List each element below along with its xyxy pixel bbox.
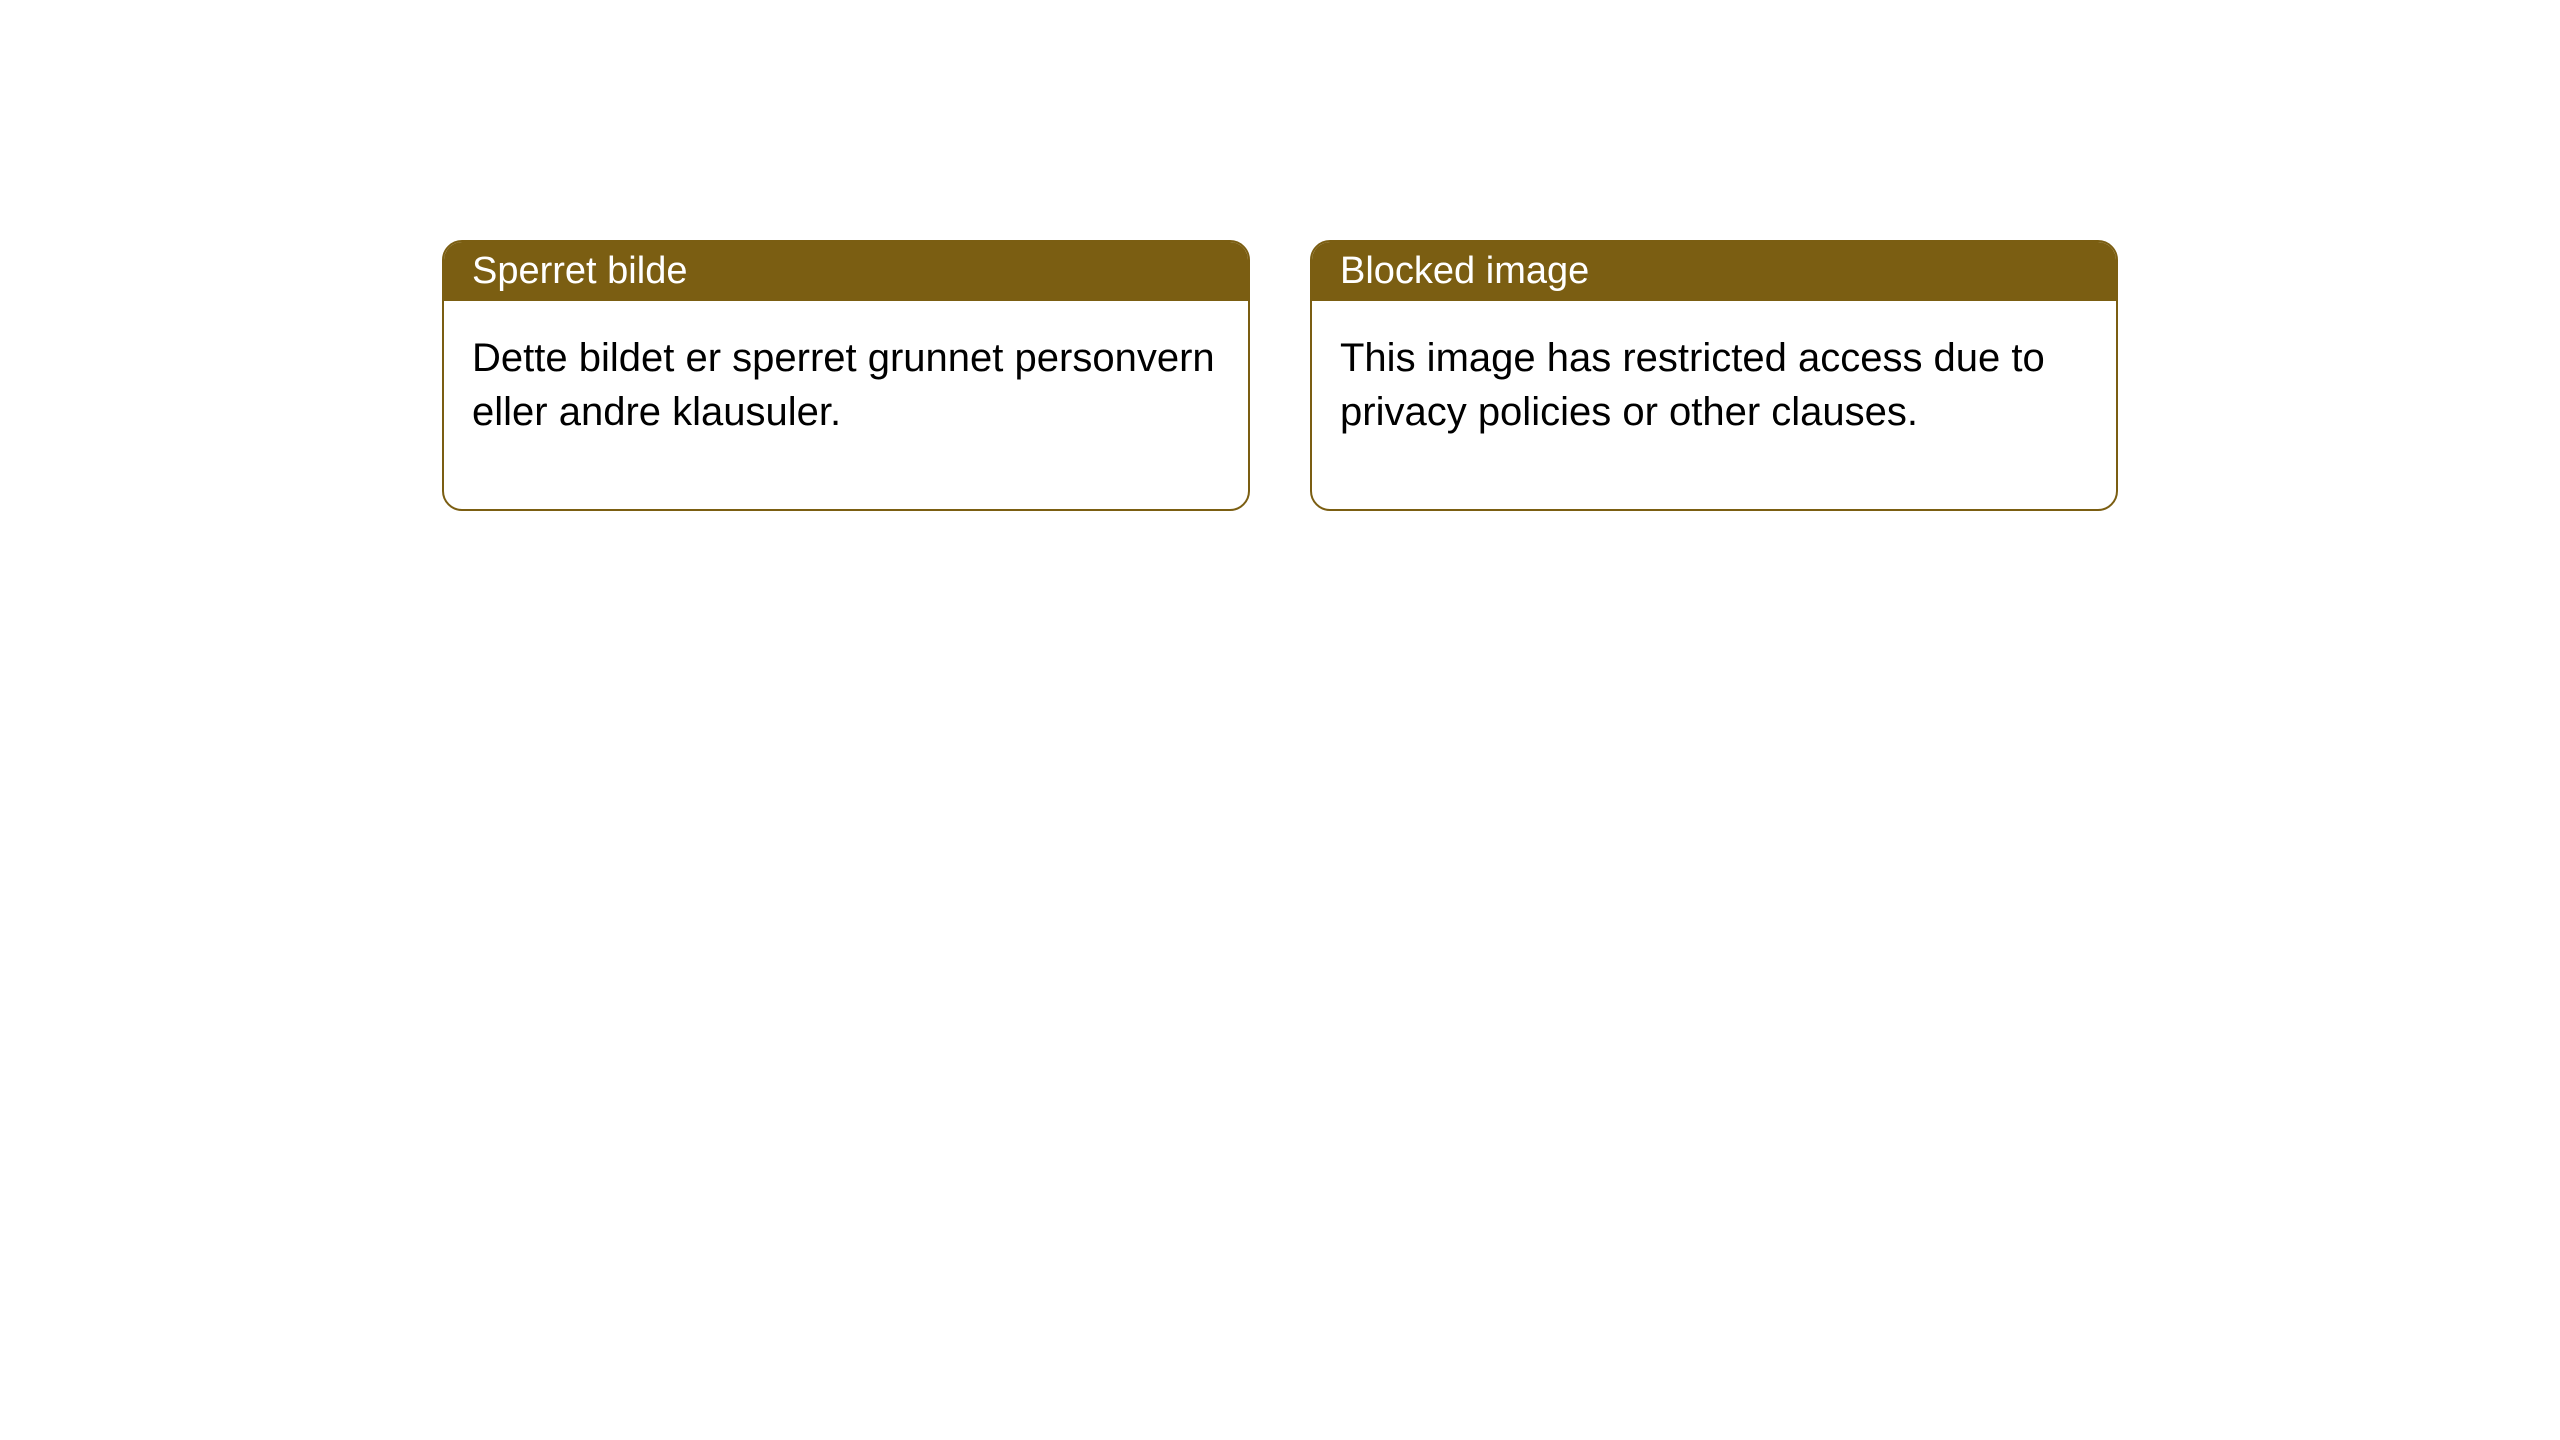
- card-header-english: Blocked image: [1312, 242, 2116, 301]
- card-header-norwegian: Sperret bilde: [444, 242, 1248, 301]
- blocked-image-card-english: Blocked image This image has restricted …: [1310, 240, 2118, 511]
- blocked-image-notices: Sperret bilde Dette bildet er sperret gr…: [442, 240, 2118, 511]
- card-body-english: This image has restricted access due to …: [1312, 301, 2116, 509]
- card-body-norwegian: Dette bildet er sperret grunnet personve…: [444, 301, 1248, 509]
- blocked-image-card-norwegian: Sperret bilde Dette bildet er sperret gr…: [442, 240, 1250, 511]
